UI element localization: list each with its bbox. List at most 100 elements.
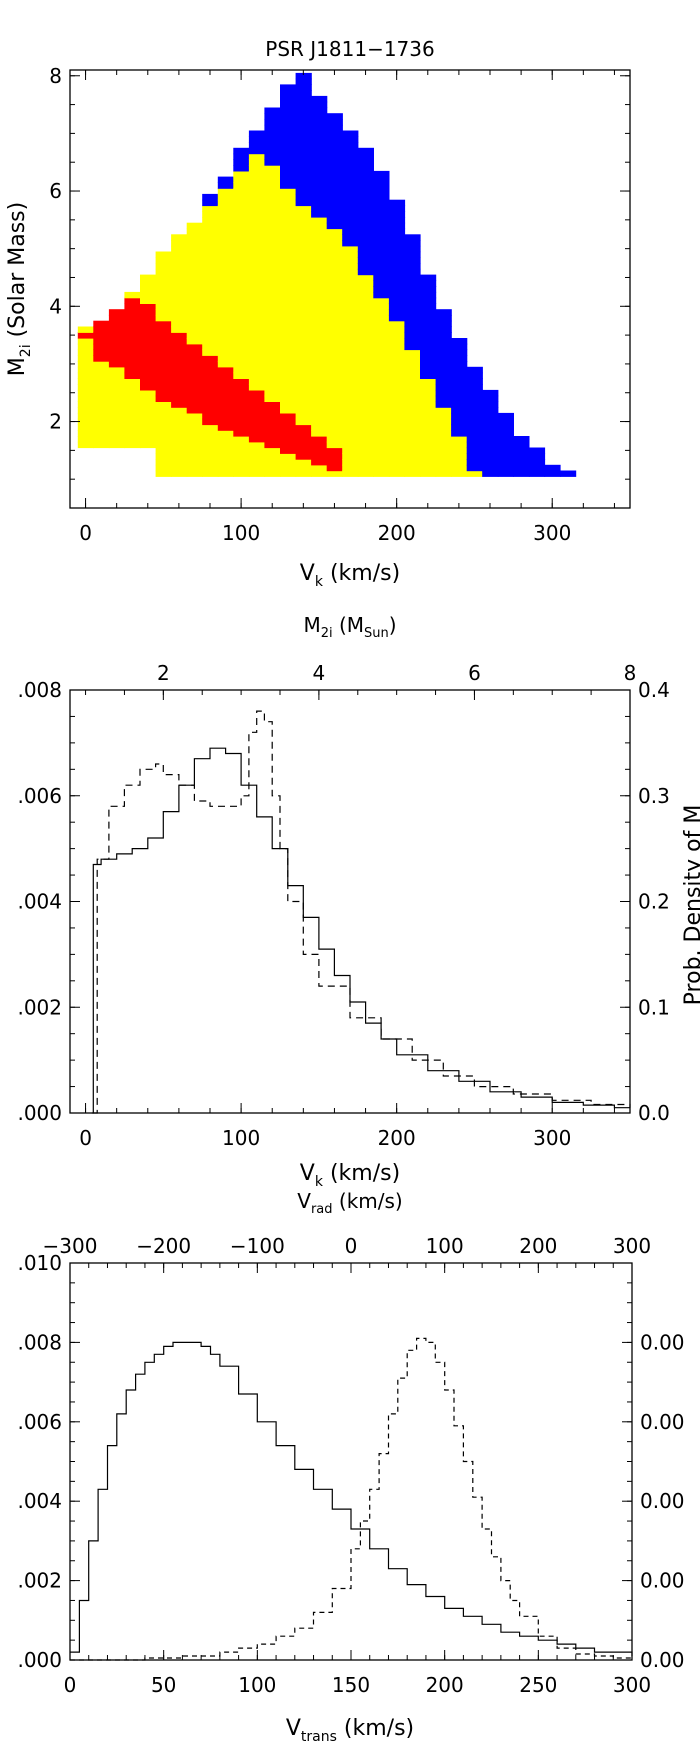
heatmap-cell	[280, 274, 297, 281]
heatmap-cell	[326, 153, 343, 160]
heatmap-cell	[311, 384, 328, 391]
heatmap-cell	[217, 228, 234, 235]
axes: 0 100 200 300 2 4 6 8	[49, 64, 630, 545]
heatmap-cell	[202, 274, 219, 281]
heatmap-cell	[233, 349, 250, 356]
heatmap-cell	[404, 378, 421, 385]
heatmap-cell	[342, 389, 359, 397]
heatmap-cell	[357, 176, 374, 183]
heatmap-cell	[388, 424, 406, 431]
heatmap-cell	[295, 199, 312, 207]
heatmap-cell	[326, 309, 343, 316]
heatmap-cell	[155, 291, 172, 299]
heatmap-cell	[248, 309, 266, 316]
heatmap-cell	[280, 211, 297, 218]
heatmap-cell	[388, 280, 406, 287]
y-tick-label: .006	[17, 1410, 62, 1434]
heatmap-cell	[482, 395, 499, 402]
heatmap-cell	[108, 424, 126, 431]
heatmap-cell	[264, 257, 281, 264]
heatmap-cell	[202, 280, 219, 287]
heatmap-cell	[435, 441, 452, 449]
heatmap-cell	[233, 395, 250, 402]
heatmap-cell	[435, 338, 452, 345]
heatmap-cell	[295, 274, 312, 281]
heatmap-cell	[280, 464, 297, 472]
heatmap-cell	[217, 343, 234, 351]
heatmap-cell	[311, 291, 328, 299]
heatmap-cell	[342, 291, 359, 299]
heatmap-cell	[326, 263, 343, 270]
heatmap-cell	[202, 424, 219, 431]
heatmap-cell	[420, 366, 437, 374]
heatmap-cell	[497, 453, 514, 460]
heatmap-cell	[171, 332, 188, 339]
heatmap-cell	[482, 464, 499, 472]
heatmap-cell	[155, 441, 172, 449]
heatmap-cell	[280, 199, 297, 207]
heatmap-cell	[404, 263, 421, 270]
top-x-tick-label: 200	[519, 1234, 557, 1258]
heatmap-cell	[77, 378, 94, 385]
heatmap-cell	[171, 430, 188, 437]
heatmap-cell	[295, 349, 312, 356]
heatmap-cell	[311, 268, 328, 276]
heatmap-cell	[451, 401, 468, 408]
heatmap-cell	[248, 320, 266, 328]
heatmap-cell	[295, 297, 312, 304]
heatmap-cell	[280, 101, 297, 109]
heatmap-cell	[217, 268, 234, 276]
heatmap-cell	[202, 401, 219, 408]
heatmap-cell	[233, 217, 250, 224]
heatmap-cell	[451, 418, 468, 426]
heatmap-cell	[108, 412, 126, 420]
heatmap-cell	[280, 412, 297, 420]
heatmap-cell	[295, 436, 312, 443]
heatmap-cell	[373, 436, 390, 443]
heatmap-cell	[155, 338, 172, 345]
heatmap-cell	[295, 153, 312, 160]
heatmap-cell	[388, 217, 406, 224]
heatmap-cell	[233, 401, 250, 408]
heatmap-cell	[217, 464, 234, 472]
heatmap-cell	[280, 107, 297, 114]
heatmap-cell	[357, 355, 374, 362]
x-axis-label: Vk (km/s)	[300, 561, 400, 590]
heatmap-cell	[93, 372, 110, 379]
heatmap-cell	[248, 130, 266, 137]
heatmap-cell	[326, 355, 343, 362]
heatmap-cell	[186, 349, 203, 356]
heatmap-cell	[248, 188, 266, 195]
heatmap-cell	[404, 355, 421, 362]
heatmap-cell	[124, 407, 141, 414]
heatmap-cell	[155, 297, 172, 304]
heatmap-cell	[342, 280, 359, 287]
heatmap-cell	[513, 459, 530, 466]
heatmap-cell	[311, 361, 328, 368]
heatmap-cell	[108, 418, 126, 426]
heatmap-cell	[217, 436, 234, 443]
heatmap-cell	[311, 130, 328, 137]
heatmap-cell	[295, 418, 312, 426]
heatmap-cell	[342, 136, 359, 143]
heatmap-cell	[295, 401, 312, 408]
heatmap-cell	[342, 343, 359, 351]
heatmap-cell	[280, 395, 297, 402]
heatmap-cell	[420, 338, 437, 345]
heatmap-cell	[295, 286, 312, 293]
heatmap-cell	[404, 447, 421, 454]
heatmap-cell	[280, 343, 297, 351]
heatmap-cell	[451, 453, 468, 460]
heatmap-cell	[311, 193, 328, 201]
heatmap-cell	[482, 441, 499, 449]
heatmap-cell	[171, 343, 188, 351]
heatmap-cell	[342, 418, 359, 426]
heatmap-cell	[155, 378, 172, 385]
heatmap-cell	[248, 199, 266, 207]
heatmap-cell	[248, 430, 266, 437]
heatmap-cell	[357, 159, 374, 166]
heatmap-cell	[311, 338, 328, 345]
heatmap-cell	[373, 447, 390, 454]
heatmap-cell	[280, 240, 297, 247]
heatmap-cell	[217, 447, 234, 454]
